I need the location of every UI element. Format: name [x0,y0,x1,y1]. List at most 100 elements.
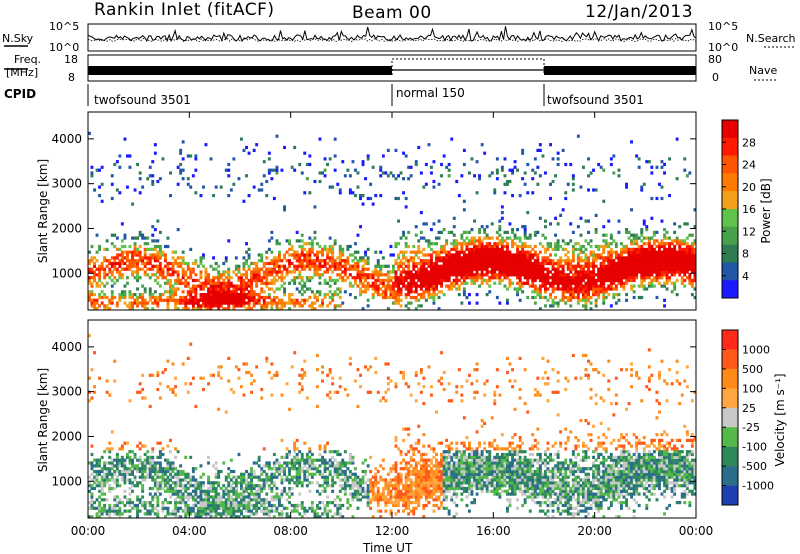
heatmap-cell [252,486,256,491]
heatmap-cell [376,259,380,263]
heatmap-cell [366,157,370,161]
heatmap-cell [493,267,497,271]
heatmap-cell [348,264,352,268]
heatmap-cell [592,273,595,277]
heatmap-cell [455,239,459,243]
heatmap-cell [604,290,608,294]
heatmap-cell [470,270,474,274]
heatmap-cell [280,393,284,397]
heatmap-cell [186,261,190,266]
heatmap-cell [460,273,464,277]
heatmap-cell [115,267,119,271]
heatmap-cell [237,509,241,513]
heatmap-cell [153,244,157,249]
heatmap-cell [265,475,269,479]
heatmap-cell [179,162,183,167]
heatmap-cell [397,196,400,201]
heatmap-cell [242,393,246,397]
heatmap-cell [293,450,297,454]
heatmap-cell [161,276,165,280]
heatmap-cell [209,264,213,268]
heatmap-cell [212,293,215,297]
heatmap-cell [316,458,319,462]
heatmap-cell [224,290,228,294]
heatmap-cell [526,276,530,280]
heatmap-cell [141,387,145,392]
heatmap-cell [440,259,443,263]
heatmap-cell [153,253,157,257]
heatmap-cell [506,244,509,249]
heatmap-cell [255,495,259,499]
heatmap-cell [265,281,269,285]
heatmap-cell [592,281,595,285]
heatmap-cell [485,270,489,274]
heatmap-cell [688,253,692,257]
heatmap-cell [432,179,436,184]
heatmap-cell [278,464,281,468]
heatmap-cell [478,236,481,240]
heatmap-cell [237,503,241,508]
heatmap-cell [136,273,139,277]
heatmap-cell [141,486,145,491]
heatmap-cell [326,267,329,271]
heatmap-cell [473,247,476,251]
heatmap-cell [237,287,241,291]
heatmap-cell [541,264,545,268]
heatmap-cell [589,307,593,311]
heatmap-cell [364,278,367,283]
heatmap-cell [546,261,550,266]
heatmap-cell [255,512,259,516]
heatmap-cell [630,256,633,260]
heatmap-cell [245,484,248,488]
heatmap-cell [123,461,127,465]
heatmap-cell [658,247,661,251]
heatmap-cell [430,273,433,277]
heatmap-cell [262,503,266,508]
heatmap-cell [262,486,266,491]
heatmap-cell [579,290,583,294]
heatmap-cell [399,270,403,274]
heatmap-cell [255,492,259,496]
heatmap-cell [417,284,421,288]
heatmap-cell [678,270,682,274]
heatmap-cell [136,458,139,462]
heatmap-cell [318,452,322,457]
heatmap-cell [490,276,494,280]
heatmap-cell [272,278,276,283]
heatmap-cell [232,301,236,305]
heatmap-cell [153,264,157,268]
heatmap-cell [295,461,299,465]
heatmap-cell [435,259,438,263]
heatmap-cell [328,236,332,240]
heatmap-cell [587,295,590,300]
heatmap-cell [141,495,145,499]
heatmap-cell [174,287,177,291]
heatmap-cell [171,467,175,471]
heatmap-cell [359,281,362,285]
heatmap-cell [642,287,646,291]
heatmap-cell [500,267,504,271]
heatmap-cell [412,281,416,285]
heatmap-cell [174,481,177,485]
heatmap-cell [128,515,132,519]
heatmap-cell [199,270,203,274]
heatmap-cell [156,179,160,184]
heatmap-cell [123,478,127,482]
heatmap-cell [475,256,479,260]
heatmap-cell [414,160,418,164]
heatmap-cell [207,287,210,291]
heatmap-cell [354,281,357,285]
heatmap-cell [166,264,170,268]
y-tick-label-1: 2000 [51,221,82,235]
heatmap-cell [143,478,147,482]
heatmap-cell [120,253,124,257]
heatmap-cell [582,276,585,280]
heatmap-cell [435,264,438,268]
heatmap-cell [176,450,180,454]
heatmap-cell [138,244,142,249]
heatmap-cell [574,284,578,288]
heatmap-cell [386,295,390,300]
heatmap-cell [270,481,274,485]
heatmap-cell [475,244,479,249]
heatmap-cell [589,250,593,254]
